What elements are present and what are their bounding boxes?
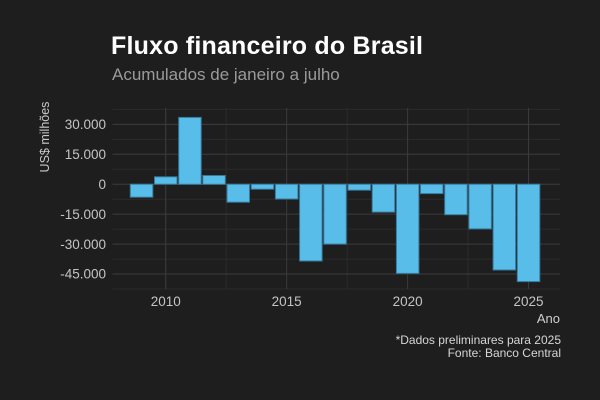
- bar-2023: [468, 183, 492, 230]
- bar-2021: [420, 183, 444, 195]
- bar-2010: [154, 176, 178, 185]
- bar-2017: [323, 183, 347, 245]
- y-tick-label: -30.000: [60, 237, 106, 252]
- bar-2013: [226, 183, 250, 203]
- x-tick-label: 2015: [272, 294, 302, 309]
- bar-2022: [444, 183, 468, 216]
- bar-2019: [371, 183, 396, 213]
- bar-2024: [492, 183, 517, 271]
- y-tick-label: -15.000: [60, 207, 106, 222]
- y-axis-title: US$ milhões: [37, 101, 52, 173]
- y-tick-label: -45.000: [60, 267, 106, 282]
- chart-title: Fluxo financeiro do Brasil: [111, 32, 424, 60]
- x-tick-label: 2025: [514, 294, 544, 309]
- chart-subtitle: Acumulados de janeiro a julho: [112, 65, 340, 84]
- bar-2015: [274, 183, 299, 200]
- bar-2025: [516, 183, 541, 283]
- x-axis-title: Ano: [536, 311, 560, 326]
- y-tick-label: 30.000: [65, 117, 106, 132]
- caption-source: Fonte: Banco Central: [447, 345, 561, 360]
- bar-2016: [299, 183, 323, 262]
- bar-2020: [395, 183, 420, 274]
- bar-2012: [202, 175, 226, 185]
- y-tick-label: 0: [98, 177, 106, 192]
- x-tick-label: 2020: [393, 294, 423, 309]
- y-tick-label: 15.000: [65, 147, 106, 162]
- bar-2014: [250, 183, 275, 190]
- x-tick-label: 2010: [151, 294, 181, 309]
- bar-2009: [129, 183, 154, 198]
- caption-note: *Dados preliminares para 2025: [395, 333, 561, 347]
- bar-2018: [347, 183, 371, 191]
- bar-2011: [178, 116, 202, 185]
- chart-caption: *Dados preliminares para 2025 Fonte: Ban…: [396, 334, 561, 359]
